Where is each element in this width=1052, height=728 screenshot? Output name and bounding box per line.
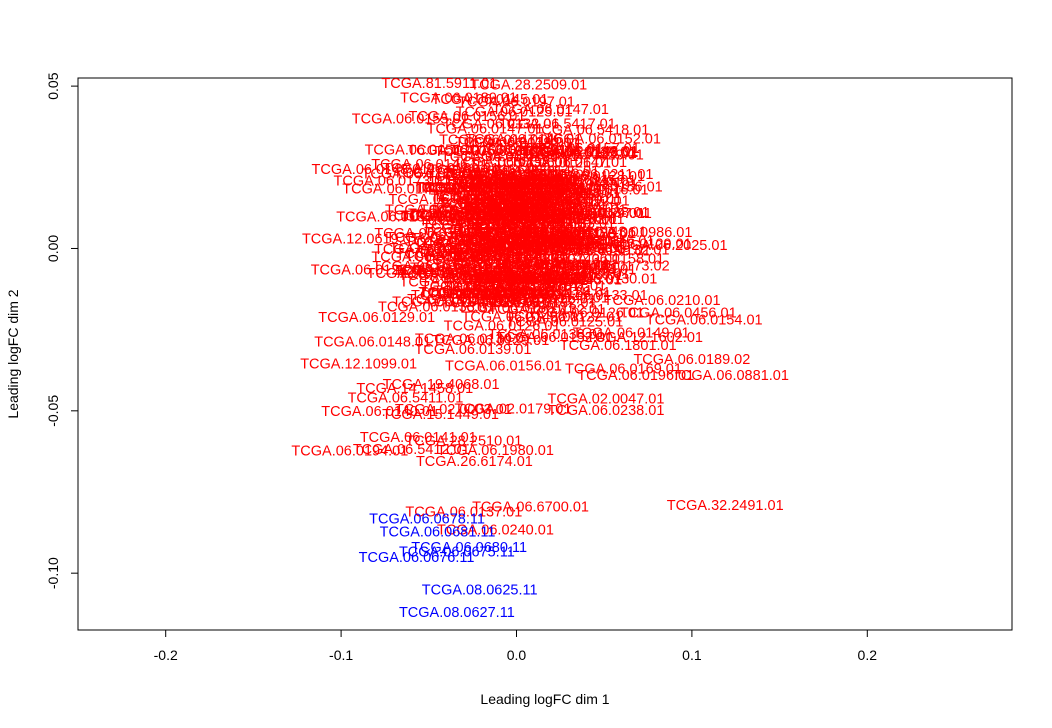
point-label: TCGA.06.0176.01 [532, 182, 649, 198]
point-label: TCGA.26.6174.01 [416, 454, 533, 470]
point-label: TCGA.06.0122.01 [505, 309, 622, 325]
x-axis: -0.2 -0.1 0.0 0.1 0.2 [154, 630, 878, 663]
x-tick-label: 0.1 [682, 647, 702, 663]
y-tick-label: -0.10 [45, 557, 61, 589]
y-tick-label: 0.00 [45, 235, 61, 262]
point-label: TCGA.06.0676.11 [359, 550, 475, 566]
y-axis: -0.10 -0.05 0.00 0.05 [45, 72, 78, 589]
point-label: TCGA.06.0129.01 [318, 310, 435, 326]
point-label: TCGA.06.0174.01 [342, 181, 459, 197]
x-tick-label: -0.2 [154, 647, 178, 663]
x-tick-label: 0.0 [507, 647, 527, 663]
point-label: TCGA.06.0158.01 [422, 221, 539, 237]
point-label: TCGA.12.0619.01 [302, 232, 419, 248]
point-label: TCGA.06.5418.01 [532, 122, 649, 138]
point-label: TCGA.06.0157.01 [523, 141, 640, 157]
x-tick-label: 0.2 [858, 647, 878, 663]
point-label: TCGA.06.0238.01 [548, 403, 665, 419]
y-tick-label: 0.05 [45, 72, 61, 99]
point-label: TCGA.06.0151.01 [365, 142, 482, 158]
point-label: TCGA.06.2025.01 [611, 238, 728, 254]
point-label: TCGA.06.0125.01 [311, 263, 428, 279]
point-label: TCGA.12.1099.01 [300, 356, 417, 372]
point-label: TCGA.06.0156.01 [445, 358, 562, 374]
x-axis-label: Leading logFC dim 1 [480, 691, 609, 707]
point-label: TCGA.08.0625.11 [422, 582, 538, 598]
point-label: TCGA.06.0141.01 [360, 430, 477, 446]
x-tick-label: -0.1 [329, 647, 353, 663]
point-label: TCGA.06.0129.01 [432, 333, 549, 349]
point-label: TCGA.06.0197.01 [458, 94, 575, 110]
point-label: TCGA.06.0196.01 [577, 368, 694, 384]
point-label: TCGA.08.0627.11 [399, 605, 515, 621]
point-label: TCGA.06.0149.01 [476, 242, 593, 258]
point-label: TCGA.06.0155.01 [352, 112, 469, 128]
point-label: TCGA.06.0130.01 [540, 272, 657, 288]
plot-area: TCGA.06.0125.01TCGA.06.0126.01TCGA.06.01… [291, 76, 789, 621]
y-tick-label: -0.05 [45, 395, 61, 427]
point-label: TCGA.06.0140.01 [321, 404, 438, 420]
point-label: TCGA.06.0148.01 [314, 334, 431, 350]
point-label: TCGA.06.0177.01 [535, 206, 652, 222]
point-label: TCGA.06.0154.01 [646, 312, 763, 328]
y-axis-label: Leading logFC dim 2 [5, 289, 21, 418]
point-label: TCGA.06.0211.01 [538, 167, 654, 183]
point-label: TCGA.06.0681.11 [380, 524, 496, 540]
point-label: TCGA.32.2491.01 [667, 498, 784, 514]
